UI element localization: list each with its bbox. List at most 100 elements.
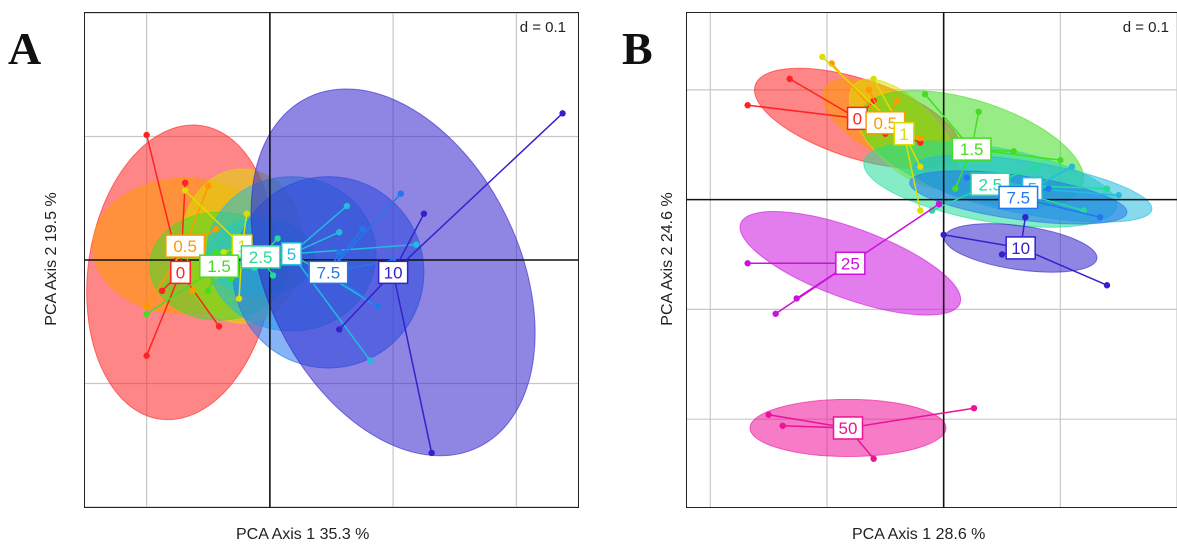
point-1 — [181, 187, 189, 194]
point-25 — [744, 260, 751, 267]
point-1 — [870, 75, 877, 83]
point-1 — [235, 295, 243, 302]
point-5 — [413, 241, 420, 248]
point-1.5 — [921, 91, 929, 98]
point-50 — [765, 411, 772, 418]
point-25 — [935, 200, 943, 208]
point-0 — [143, 352, 150, 359]
point-25 — [793, 295, 800, 302]
label-box-50 — [832, 416, 864, 440]
x-axis-label-a: PCA Axis 1 35.3 % — [236, 526, 370, 543]
group-label-2.5: 2.5 — [979, 175, 1003, 194]
point-0.5 — [893, 97, 901, 105]
label-box-1.5 — [199, 254, 240, 278]
point-1 — [243, 210, 250, 217]
point-0.5 — [143, 303, 150, 310]
spoke-1 — [903, 133, 922, 211]
label-box-1 — [893, 122, 915, 146]
point-25 — [772, 310, 779, 317]
point-7.5 — [1045, 185, 1052, 192]
point-1 — [917, 163, 924, 170]
point-7.5 — [1096, 213, 1104, 221]
scale-label-b: d = 0.1 — [1122, 19, 1169, 36]
group-label-1.5: 1.5 — [960, 140, 984, 159]
point-1 — [220, 249, 227, 256]
panel-letter-a: A — [8, 23, 42, 74]
point-7.5 — [397, 190, 405, 197]
label-box-7.5 — [998, 185, 1039, 210]
point-5 — [343, 202, 351, 210]
plot-area-a: 00.511.52.557.510 d = 0.1 — [84, 12, 579, 508]
point-10 — [1022, 213, 1029, 221]
point-1.5 — [143, 310, 150, 318]
group-label-7.5: 7.5 — [1007, 188, 1031, 207]
point-1 — [917, 207, 924, 214]
label-box-0 — [170, 260, 192, 285]
y-axis-label-b: PCA Axis 2 24.6 % — [659, 192, 676, 326]
point-10 — [940, 231, 947, 238]
point-0 — [917, 139, 924, 146]
point-0 — [158, 287, 166, 295]
label-box-1.5 — [951, 137, 992, 161]
point-1.5 — [205, 287, 212, 295]
point-1.5 — [1057, 156, 1064, 164]
point-0.5 — [205, 182, 212, 190]
point-0 — [181, 179, 189, 187]
group-label-1.5: 1.5 — [207, 257, 231, 276]
group-label-0: 0 — [176, 263, 185, 282]
group-label-2.5: 2.5 — [249, 248, 273, 267]
group-label-7.5: 7.5 — [317, 263, 341, 282]
point-1.5 — [975, 108, 982, 116]
point-7.5 — [374, 303, 381, 310]
point-10 — [428, 449, 435, 457]
label-box-0.5 — [165, 234, 206, 258]
group-label-0: 0 — [853, 109, 862, 128]
point-0 — [744, 102, 751, 109]
point-10 — [336, 326, 343, 333]
chart-a-svg: 00.511.52.557.510 — [85, 13, 578, 507]
point-1.5 — [952, 185, 959, 192]
point-5 — [366, 357, 374, 364]
point-5 — [1115, 192, 1122, 199]
label-box-10 — [377, 260, 409, 285]
point-2.5 — [1033, 163, 1041, 170]
label-box-7.5 — [308, 260, 349, 285]
point-10 — [420, 210, 428, 217]
panel-letter-b: B — [622, 23, 653, 74]
point-0 — [215, 323, 223, 330]
group-label-10: 10 — [1011, 239, 1030, 258]
label-box-10 — [1005, 236, 1036, 260]
spoke-0 — [789, 78, 858, 120]
label-box-25 — [835, 251, 866, 276]
point-1 — [819, 53, 826, 61]
point-2.5 — [269, 272, 277, 279]
point-50 — [970, 405, 978, 412]
y-axis-label-a: PCA Axis 2 19.5 % — [43, 192, 60, 326]
point-0 — [143, 131, 150, 139]
point-0 — [786, 75, 793, 83]
spoke-7.5 — [327, 193, 402, 273]
point-10 — [998, 251, 1006, 258]
spoke-0 — [747, 104, 858, 120]
point-2.5 — [1103, 185, 1111, 192]
point-50 — [870, 455, 877, 462]
scale-label-a: d = 0.1 — [519, 19, 566, 36]
point-7.5 — [963, 174, 971, 181]
group-label-25: 25 — [841, 254, 860, 273]
label-box-5 — [280, 242, 302, 266]
group-label-0.5: 0.5 — [173, 237, 197, 256]
spoke-0 — [145, 272, 182, 356]
group-label-1: 1 — [899, 125, 908, 144]
group-label-50: 50 — [839, 419, 858, 438]
spoke-10 — [392, 272, 433, 454]
point-10 — [1103, 282, 1111, 289]
group-label-5: 5 — [287, 245, 296, 264]
point-5 — [336, 229, 343, 236]
point-1.5 — [1010, 148, 1017, 155]
point-7.5 — [336, 249, 343, 256]
x-axis-label-b: PCA Axis 1 28.6 % — [852, 526, 986, 543]
point-0.5 — [212, 225, 220, 233]
point-1.5 — [212, 249, 220, 256]
